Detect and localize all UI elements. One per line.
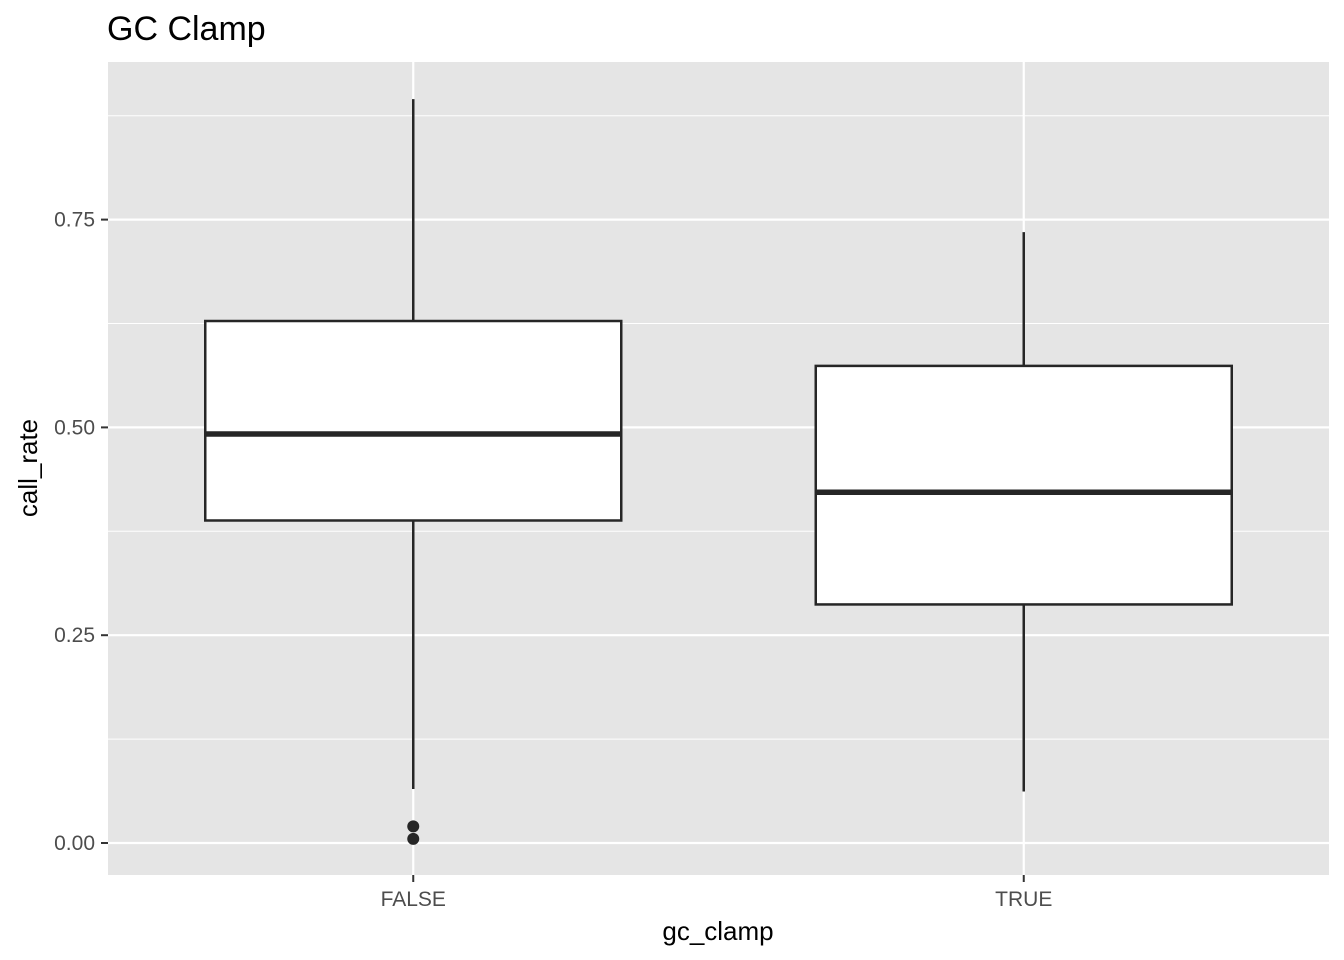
chart-title: GC Clamp: [107, 10, 266, 48]
outlier-point: [407, 820, 420, 833]
x-tick-label: FALSE: [381, 888, 446, 911]
box-iqr: [204, 319, 623, 522]
x-axis: FALSE TRUE: [381, 875, 1052, 911]
y-axis-title: call_rate: [13, 419, 43, 517]
outlier-point: [407, 832, 420, 845]
y-tick-label: 0.75: [54, 209, 95, 232]
y-tick-label: 0.50: [54, 416, 95, 439]
y-tick-label: 0.25: [54, 624, 95, 647]
box-series: [204, 99, 1233, 845]
x-tick-label: TRUE: [995, 888, 1052, 911]
y-tick-label: 0.00: [54, 832, 95, 855]
x-axis-title: gc_clamp: [662, 916, 773, 946]
y-axis: 0.00 0.25 0.50 0.75: [54, 209, 108, 855]
box-iqr: [814, 364, 1233, 606]
